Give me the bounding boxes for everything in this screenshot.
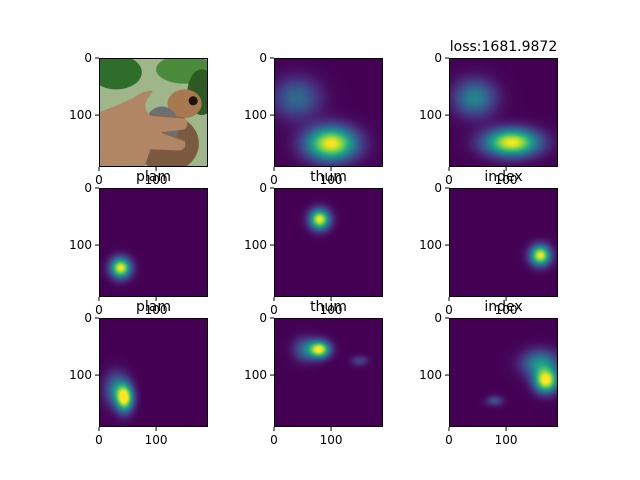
panels: 0 100 0 100 0 100 0 100 0 100 0 100 loss:1681.9872 0 1… [69, 39, 558, 447]
subplot-title: thum [310, 299, 347, 315]
y-tick-label: 0 [84, 311, 92, 325]
heatmap-image [449, 188, 558, 297]
x-tick-label: 0 [95, 303, 103, 317]
y-tick-label: 100 [69, 108, 92, 122]
x-tick-label: 100 [145, 433, 168, 447]
y-tick-label: 100 [419, 368, 442, 382]
y-tick-label: 100 [69, 368, 92, 382]
heatmap-image [99, 318, 208, 427]
x-tick-label: 0 [95, 433, 103, 447]
x-tick-label: 0 [445, 173, 453, 187]
y-tick-label: 100 [244, 108, 267, 122]
heatmap-image [449, 318, 558, 427]
y-tick-label: 100 [69, 238, 92, 252]
subplot-title: thum [310, 169, 347, 185]
subplot-title: plam [136, 299, 171, 315]
subplot-3-1: 0 100 0 100 plam [69, 299, 208, 447]
x-tick-label: 0 [445, 433, 453, 447]
y-tick-label: 0 [84, 51, 92, 65]
x-tick-label: 0 [270, 303, 278, 317]
x-tick-label: 0 [270, 173, 278, 187]
photo-image [90, 55, 216, 172]
y-tick-label: 0 [259, 311, 267, 325]
y-tick-label: 0 [259, 51, 267, 65]
heatmap-image [274, 318, 383, 427]
y-tick-label: 100 [244, 368, 267, 382]
subplot-3-3: 0 100 0 100 index [419, 299, 558, 447]
subplot-title: loss:1681.9872 [450, 39, 557, 55]
x-tick-label: 100 [495, 433, 518, 447]
subplot-3-2: 0 100 0 100 thum [244, 299, 383, 447]
x-tick-label: 0 [445, 303, 453, 317]
y-tick-label: 100 [244, 238, 267, 252]
subplot-title: index [484, 299, 522, 315]
y-tick-label: 0 [434, 181, 442, 195]
x-tick-label: 0 [270, 433, 278, 447]
heatmap-image [274, 188, 383, 297]
y-tick-label: 100 [419, 238, 442, 252]
heatmap-image [274, 58, 383, 167]
y-tick-label: 0 [434, 51, 442, 65]
x-tick-label: 0 [95, 173, 103, 187]
y-tick-label: 0 [434, 311, 442, 325]
heatmap-image [99, 188, 208, 297]
subplot-title: plam [136, 169, 171, 185]
heatmap-image [449, 58, 558, 167]
subplot-title: index [484, 169, 522, 185]
x-tick-label: 100 [320, 433, 343, 447]
y-tick-label: 0 [259, 181, 267, 195]
y-tick-label: 100 [419, 108, 442, 122]
y-tick-label: 0 [84, 181, 92, 195]
